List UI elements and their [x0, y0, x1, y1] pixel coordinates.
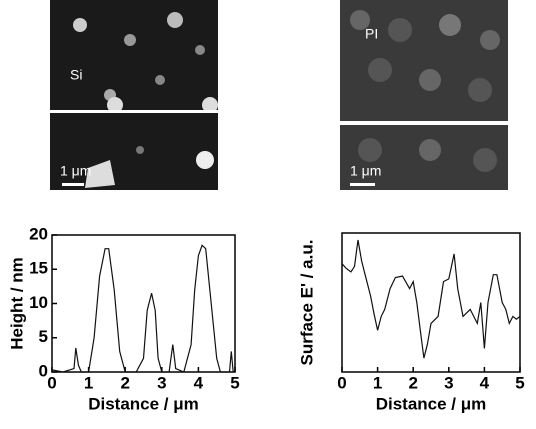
y-axis-label: Height / nm	[7, 257, 26, 350]
afm-image-left: Si 1 μm	[50, 0, 218, 190]
x-tick-label: 0	[337, 373, 346, 392]
x-tick-label: 2	[408, 373, 417, 392]
scale-bar-label: 1 μm	[350, 163, 381, 179]
image-label: Si	[70, 67, 82, 83]
x-tick-label: 3	[444, 373, 453, 392]
x-tick-label: 1	[84, 373, 93, 392]
scale-bar-label: 1 μm	[60, 163, 91, 179]
x-tick-label: 5	[230, 373, 239, 392]
x-tick-label: 3	[157, 373, 166, 392]
x-tick-label: 0	[47, 373, 56, 392]
y-tick-label: 15	[29, 259, 48, 278]
data-line	[341, 239, 521, 359]
y-tick-label: 10	[29, 293, 48, 312]
y-tick-label: 5	[39, 327, 48, 346]
x-tick-label: 1	[373, 373, 382, 392]
y-axis-label: Surface E' / a.u.	[297, 240, 316, 366]
x-tick-label: 4	[480, 373, 490, 392]
afm-image-right: PI 1 μm	[340, 0, 508, 190]
image-label: PI	[365, 26, 378, 42]
x-axis-label: Distance / μm	[376, 394, 487, 413]
y-tick-label: 20	[29, 224, 48, 243]
plot-frame	[341, 232, 521, 373]
x-tick-label: 2	[120, 373, 129, 392]
data-line	[51, 244, 234, 373]
x-tick-label: 5	[515, 373, 524, 392]
y-tick-label: 0	[39, 361, 48, 380]
x-tick-label: 4	[194, 373, 204, 392]
x-axis-label: Distance / μm	[88, 394, 199, 413]
